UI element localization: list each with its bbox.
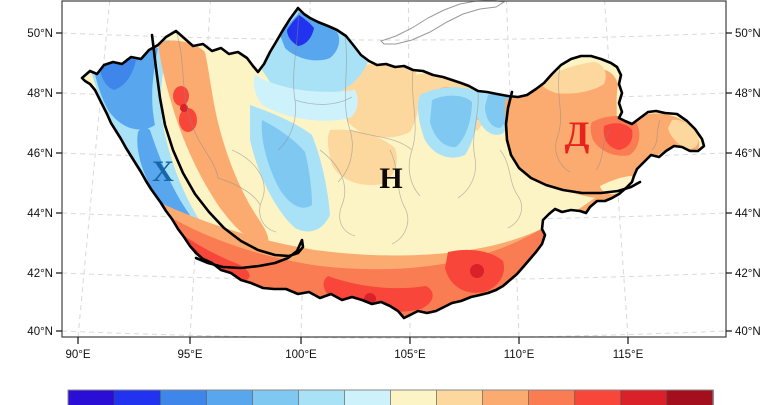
east-zone-divider-curve xyxy=(504,90,642,195)
colorbar-segment xyxy=(67,389,115,405)
lon-tick-label: 95°E xyxy=(177,349,202,361)
colorbar-segment xyxy=(574,389,622,405)
colorbar-segment xyxy=(436,389,484,405)
lon-tick-label: 105°E xyxy=(394,349,426,361)
axis-ticks: 50°N 50°N 48°N 48°N 46°N 46°N 44°N 44°N 42°N 42°N… xyxy=(27,28,760,361)
colorbar-outline xyxy=(67,389,714,405)
colorbar xyxy=(67,389,714,405)
colorbar-segment xyxy=(113,389,161,405)
lon-tick-label: 115°E xyxy=(613,349,644,361)
colorbar-segment xyxy=(251,389,300,405)
west-zone-divider-curve xyxy=(150,33,305,270)
lat-tick-label-left: 46°N xyxy=(27,148,53,160)
lat-tick-label-right: 50°N xyxy=(735,28,761,40)
lon-tick-label: 110°E xyxy=(504,349,535,361)
parallel-gridline xyxy=(61,330,727,339)
lat-tick-label-right: 40°N xyxy=(735,326,761,338)
lat-tick-label-right: 42°N xyxy=(735,268,761,280)
plot-frame xyxy=(61,0,727,338)
region-label-west-zone: Х xyxy=(152,155,174,188)
colorbar-segment xyxy=(620,389,668,405)
meridian-gridline xyxy=(604,0,629,338)
region-label-east-zone: Д xyxy=(565,114,590,154)
colorbar-segment xyxy=(390,389,438,405)
colorbar-segment xyxy=(528,389,576,405)
parallel-gridline xyxy=(61,272,727,281)
parallel-gridline xyxy=(61,212,727,221)
province-boundaries xyxy=(175,8,661,245)
region-labels: Х Н Д xyxy=(152,114,589,195)
colorbar-segment xyxy=(666,389,714,405)
meridian-gridline xyxy=(77,0,111,338)
meridian-gridline xyxy=(506,0,520,338)
lat-tick-label-left: 42°N xyxy=(27,268,53,280)
colorbar-segment xyxy=(344,389,392,405)
lat-tick-label-left: 48°N xyxy=(27,88,53,100)
lon-tick-label: 100°E xyxy=(285,349,317,361)
colorbar-segment xyxy=(159,389,208,405)
lat-tick-label-left: 50°N xyxy=(27,28,53,40)
lon-tick-label: 90°E xyxy=(65,349,90,361)
region-label-middle-zone: Н xyxy=(379,162,402,195)
lat-tick-label-right: 44°N xyxy=(735,208,761,220)
lat-tick-label-left: 40°N xyxy=(27,326,53,338)
lat-tick-label-left: 44°N xyxy=(27,208,53,220)
colorbar-segment xyxy=(298,389,346,405)
colorbar-segment xyxy=(482,389,530,405)
colorbar-segment xyxy=(205,389,254,405)
parallel-gridline xyxy=(61,32,727,41)
lat-tick-label-right: 46°N xyxy=(735,148,761,160)
mongolia-border xyxy=(80,6,706,320)
lat-tick-label-right: 48°N xyxy=(735,88,761,100)
lake-baikal-outline xyxy=(380,0,506,45)
